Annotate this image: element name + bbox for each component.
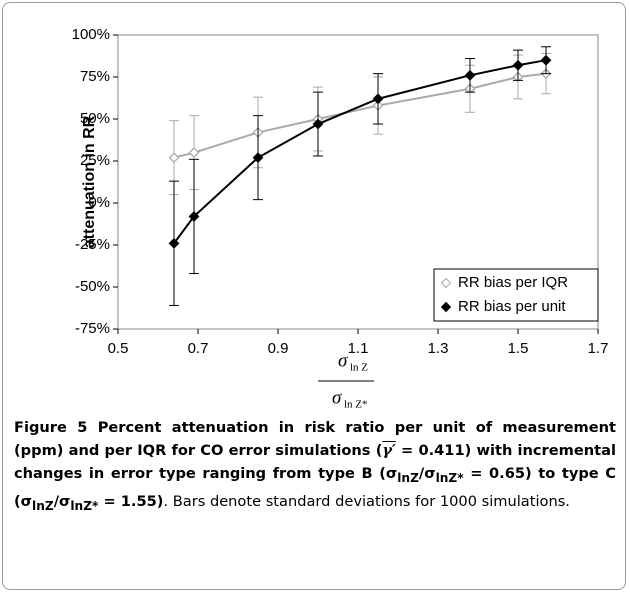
x-label-denominator: σ	[332, 387, 342, 408]
y-tick-label: 100%	[72, 26, 110, 43]
series-line	[173, 59, 547, 244]
y-tick-label: 25%	[80, 152, 110, 169]
y-tick-label: 75%	[80, 68, 110, 85]
marker	[540, 54, 552, 66]
caption-text: /σ	[53, 492, 71, 510]
marker	[168, 152, 180, 164]
caption-text: Percent attenuation in risk ratio per un…	[14, 419, 617, 459]
caption-text: γ′	[382, 442, 396, 459]
caption-text: lnZ*	[70, 498, 99, 513]
marker	[372, 93, 384, 105]
marker	[464, 69, 476, 81]
x-tick-label: 1.5	[508, 340, 529, 357]
caption-text: lnZ*	[435, 470, 464, 485]
marker	[168, 237, 180, 249]
x-tick-label: 0.7	[188, 340, 209, 357]
legend-marker	[440, 301, 452, 313]
caption-text: σ	[20, 492, 33, 510]
marker	[188, 211, 200, 222]
y-tick-label: -75%	[75, 320, 110, 337]
legend-label: RR bias per unit	[458, 298, 566, 315]
y-tick-label: 0%	[88, 194, 110, 211]
chart: attenuation in RR σ ln Z σ ln Z* -75% -50…	[72, 26, 609, 411]
caption-text: /σ	[418, 465, 436, 482]
series-line	[173, 72, 547, 159]
caption: Figure 5 Percent attenuation in risk rat…	[14, 416, 616, 518]
y-axis-label: attenuation in RR	[81, 115, 98, 248]
x-tick-label: 1.7	[588, 340, 609, 357]
caption-text: σ	[385, 465, 398, 482]
caption-text: lnZ	[32, 498, 54, 513]
caption-text: = 0.411) with incremental changes in err…	[14, 442, 616, 482]
x-label-denominator-sub: ln Z*	[344, 399, 368, 411]
marker	[312, 118, 324, 130]
caption-text: = 1.55)	[98, 492, 164, 510]
x-label-numerator-sub: ln Z	[350, 362, 368, 374]
caption-text: . Bars denote standard deviations for 10…	[163, 492, 570, 510]
y-tick-label: -50%	[75, 278, 110, 295]
marker	[252, 152, 264, 164]
x-tick-label: 1.1	[348, 340, 369, 357]
legend-label: RR bias per IQR	[458, 274, 568, 291]
y-tick-label: 50%	[80, 110, 110, 127]
legend-box	[433, 268, 599, 322]
y-tick-label: -25%	[75, 236, 110, 253]
x-tick-label: 0.9	[268, 340, 289, 357]
marker	[188, 147, 200, 159]
marker	[512, 59, 524, 71]
x-tick-label: 0.5	[108, 340, 129, 357]
legend-marker	[440, 277, 452, 289]
caption-text: = 0.65) to type C (	[14, 465, 616, 510]
caption-text: Figure 5	[14, 419, 88, 436]
x-tick-label: 1.3	[428, 340, 449, 357]
caption-text: lnZ	[397, 470, 419, 485]
x-label-numerator: σ	[338, 350, 348, 371]
